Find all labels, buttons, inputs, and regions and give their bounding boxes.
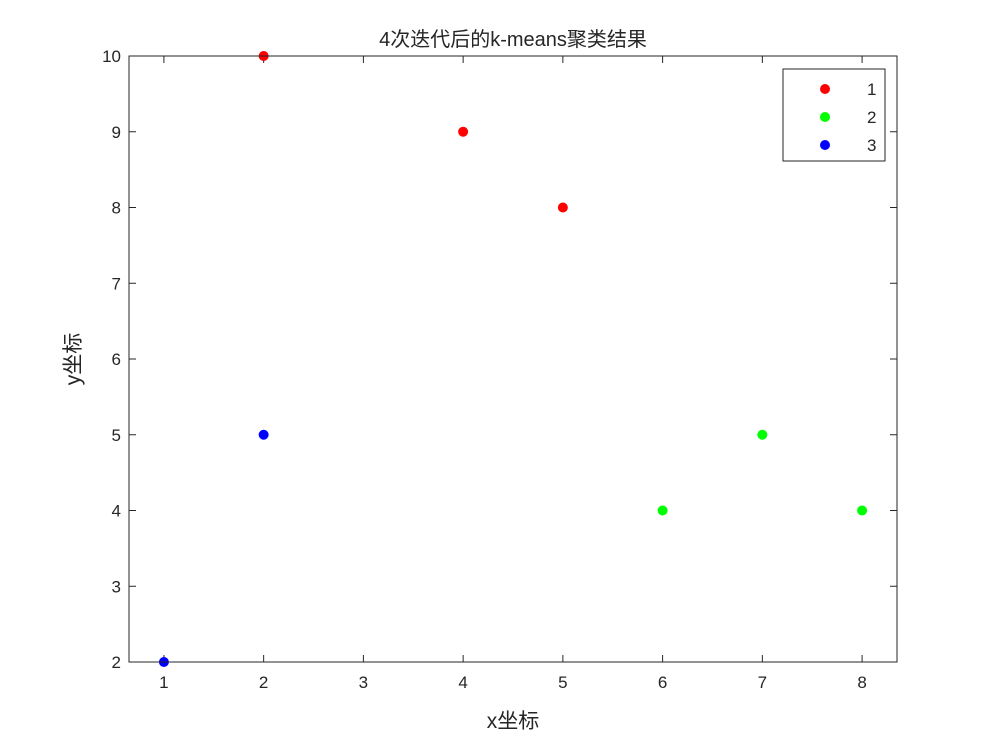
- data-point-series-3: [258, 429, 269, 440]
- data-point-series-2: [657, 505, 668, 516]
- data-point-series-1: [557, 202, 568, 213]
- y-tick-label: 8: [112, 199, 121, 218]
- x-axis-label: x坐标: [487, 710, 540, 733]
- y-tick-label: 7: [112, 274, 121, 293]
- x-tick-labels: 1 2 3 4 5 6 7 8: [159, 673, 867, 692]
- x-tick-label: 7: [758, 673, 767, 692]
- y-tick-label: 10: [102, 47, 121, 66]
- legend-label: 1: [867, 80, 876, 99]
- y-tick-labels: 2 3 4 5 6 7 8 9 10: [102, 47, 121, 672]
- chart-title: 4次迭代后的k-means聚类结果: [379, 28, 647, 51]
- y-tick-label: 2: [112, 653, 121, 672]
- y-tick-label: 4: [112, 502, 121, 521]
- data-point-series-2: [857, 505, 868, 516]
- data-point-series-1: [458, 126, 469, 137]
- plot-frame: [128, 55, 898, 663]
- legend-marker-2: [820, 112, 830, 122]
- y-axis-label: y坐标: [62, 333, 85, 386]
- x-tick-label: 1: [159, 673, 168, 692]
- x-tick-label: 5: [558, 673, 567, 692]
- plot-area: [129, 56, 897, 662]
- legend-label: 3: [867, 136, 876, 155]
- legend-box: [782, 68, 886, 162]
- y-tick-label: 5: [112, 426, 121, 445]
- legend-marker-1: [820, 84, 830, 94]
- x-tick-label: 4: [458, 673, 467, 692]
- legend-marker-3: [820, 140, 830, 150]
- y-tick-label: 3: [112, 577, 121, 596]
- x-tick-label: 6: [658, 673, 667, 692]
- legend: 1 2 3: [782, 68, 886, 162]
- y-tick-label: 9: [112, 123, 121, 142]
- x-tick-label: 3: [359, 673, 368, 692]
- data-points: [158, 51, 868, 667]
- x-tick-label: 2: [259, 673, 268, 692]
- y-tick-label: 6: [112, 350, 121, 369]
- legend-label: 2: [867, 108, 876, 127]
- data-point-series-2: [757, 429, 768, 440]
- x-tick-label: 8: [857, 673, 866, 692]
